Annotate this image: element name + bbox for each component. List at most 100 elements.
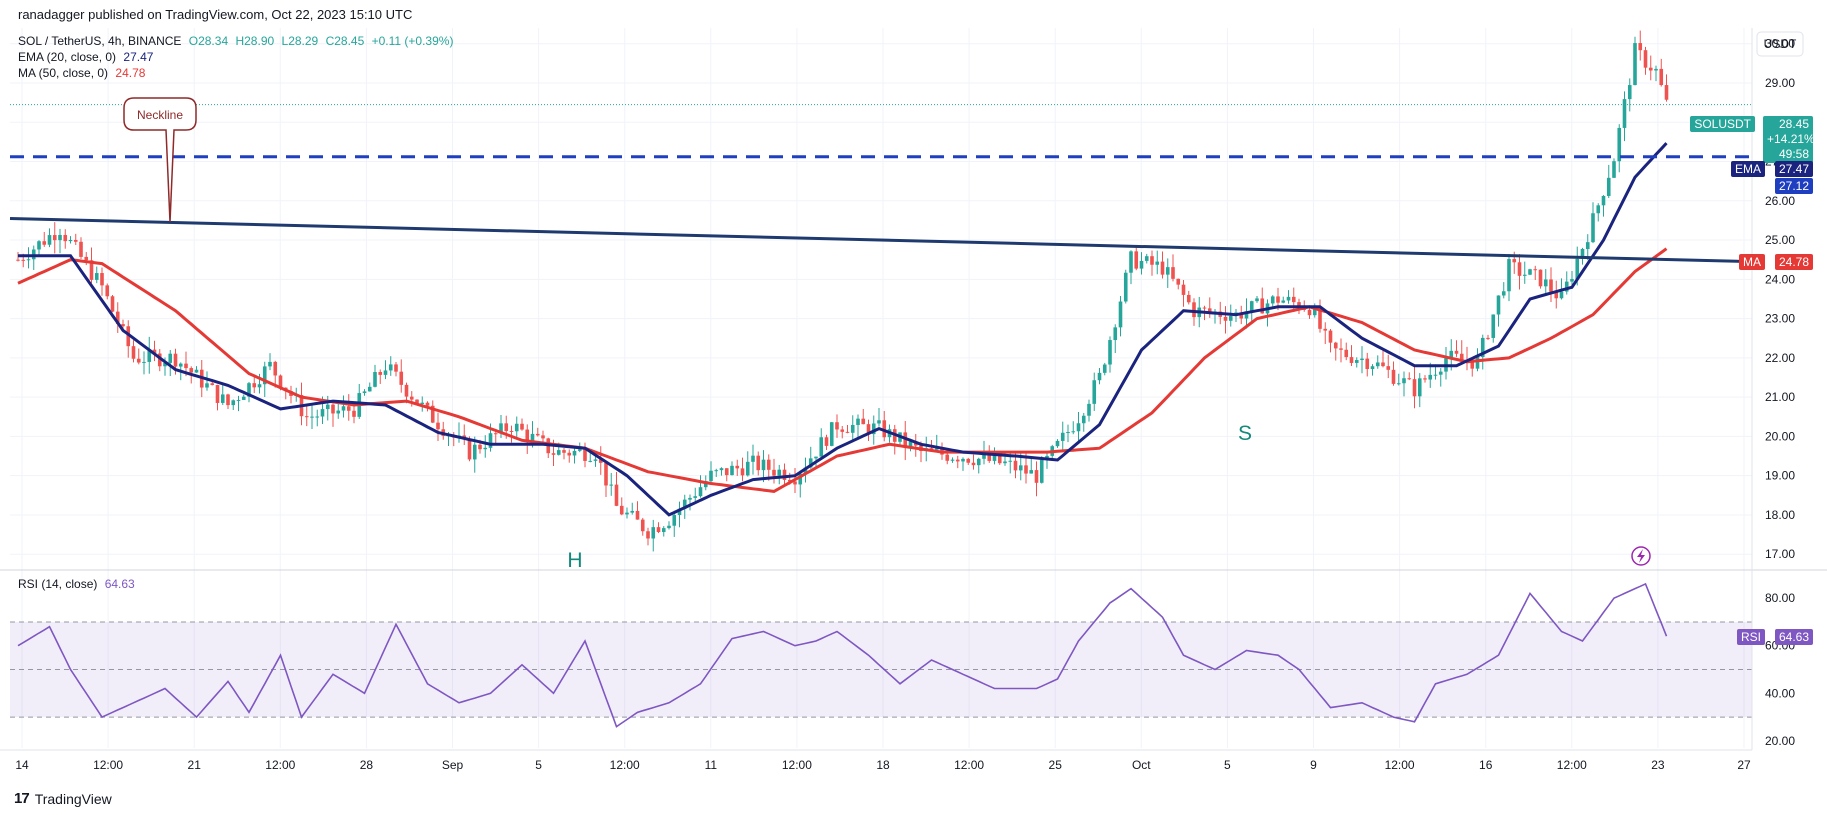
- ema-label[interactable]: EMA (20, close, 0): [18, 50, 117, 64]
- price-tick-label: 23.00: [1765, 312, 1795, 326]
- candle-body: [1249, 301, 1254, 312]
- candle-body: [520, 423, 524, 430]
- candle-body: [1123, 272, 1128, 302]
- candle-body: [304, 416, 309, 418]
- candle-body: [1312, 309, 1317, 316]
- candle-body: [1008, 460, 1013, 462]
- time-tick-label: 12:00: [1557, 758, 1587, 772]
- candle-body: [808, 458, 813, 468]
- candle-body: [1638, 43, 1643, 51]
- price-badge[interactable]: 28.45 +14.21% 49:58: [1763, 116, 1815, 163]
- ma-label[interactable]: MA (50, close, 0): [18, 66, 109, 80]
- candle-body: [987, 453, 992, 461]
- candle-body: [425, 402, 430, 406]
- time-axis[interactable]: 14 12:00 21 12:00 28 Sep 5 12:00 11 12:00 18 12:00 2…: [15, 758, 1751, 772]
- ema-badge: 27.47: [1774, 161, 1813, 177]
- candle-body: [703, 481, 708, 488]
- candle-body: [625, 512, 629, 515]
- neckline-trendline[interactable]: [9, 216, 1753, 264]
- candle-body: [871, 423, 876, 435]
- level-badge: 27.12: [1774, 178, 1813, 194]
- candle-body: [1013, 460, 1018, 471]
- candle-body: [1365, 358, 1370, 370]
- candle-body: [189, 368, 194, 373]
- ohlc-low: L28.29: [281, 34, 319, 48]
- candle-body: [1181, 284, 1186, 295]
- candle-body: [1318, 309, 1322, 329]
- candle-body: [1549, 279, 1553, 292]
- time-tick-label: 12:00: [265, 758, 295, 772]
- candle-body: [100, 273, 104, 286]
- candle-body: [273, 361, 278, 376]
- candle-body: [409, 396, 414, 400]
- candle-body: [415, 399, 419, 405]
- symbol-name[interactable]: SOL / TetherUS, 4h, BINANCE: [18, 34, 182, 48]
- candle-body: [1391, 369, 1396, 384]
- candle-body: [121, 324, 125, 327]
- candle-body: [819, 437, 824, 457]
- candle-body: [1491, 314, 1496, 338]
- candle-body: [1186, 294, 1191, 303]
- candle-body: [667, 525, 671, 529]
- rsi-tick-label: 20.00: [1765, 734, 1795, 748]
- legend-symbol-row[interactable]: SOL / TetherUS, 4h, BINANCE O28.34 H28.9…: [18, 34, 453, 49]
- ema-value: 27.47: [123, 50, 154, 64]
- candle-body: [1396, 383, 1401, 385]
- candle-body: [1564, 281, 1569, 292]
- candle-body: [961, 458, 965, 462]
- candle-body: [1286, 296, 1291, 301]
- candle-body: [509, 430, 514, 432]
- neckline-callout[interactable]: Neckline: [123, 97, 197, 223]
- candle-body: [551, 453, 556, 455]
- lightning-icon[interactable]: [1631, 546, 1651, 566]
- currency-label-box: [1756, 31, 1804, 57]
- candle-body: [724, 468, 729, 476]
- candle-body: [110, 296, 115, 312]
- rsi-line: [17, 582, 1668, 728]
- candle-body: [971, 462, 976, 466]
- candle-body: [934, 448, 939, 450]
- time-tick-label: Sep: [442, 758, 464, 772]
- candle-body: [1165, 267, 1170, 275]
- time-tick-label: 14: [15, 758, 29, 772]
- candle-body: [1559, 291, 1564, 299]
- candle-body: [1155, 261, 1160, 265]
- candle-body: [882, 420, 887, 438]
- rsi-label[interactable]: RSI (14, close): [18, 577, 98, 591]
- candle-body: [1554, 291, 1559, 299]
- ohlc-change: +0.11 (+0.39%): [371, 34, 454, 48]
- price-tick-label: 17.00: [1765, 547, 1795, 561]
- candle-body: [1339, 348, 1343, 350]
- candle-body: [966, 458, 971, 463]
- legend-ma-row[interactable]: MA (50, close, 0) 24.78: [18, 66, 145, 81]
- tradingview-logo-text: TradingView: [34, 790, 112, 807]
- candle-body: [829, 422, 834, 446]
- candle-body: [1108, 340, 1112, 365]
- tradingview-logo[interactable]: 17 TradingView: [14, 790, 112, 807]
- time-tick-label: 28: [360, 758, 374, 772]
- legend-ema-row[interactable]: EMA (20, close, 0) 27.47: [18, 50, 153, 65]
- rsi-tick-label: 80.00: [1765, 591, 1795, 605]
- candle-body: [1207, 308, 1212, 313]
- candle-body: [367, 386, 372, 392]
- price-tick-label: 21.00: [1765, 390, 1795, 404]
- candle-body: [1244, 311, 1249, 319]
- candle-body: [656, 527, 661, 533]
- candle-body: [1034, 470, 1039, 483]
- price-tick-label: 18.00: [1765, 508, 1795, 522]
- candle-body: [1129, 251, 1133, 273]
- candle-body: [772, 469, 776, 476]
- candle-body: [1102, 364, 1107, 373]
- candle-body: [1596, 205, 1601, 214]
- candle-body: [798, 473, 803, 485]
- candle-body: [136, 358, 141, 363]
- rsi-tick-label: 40.00: [1765, 686, 1795, 700]
- candle-body: [982, 453, 986, 459]
- candle-body: [378, 372, 383, 375]
- candle-body: [52, 235, 57, 241]
- candle-body: [850, 424, 855, 433]
- legend-rsi-row[interactable]: RSI (14, close) 64.63: [18, 577, 135, 592]
- candle-body: [1501, 291, 1506, 296]
